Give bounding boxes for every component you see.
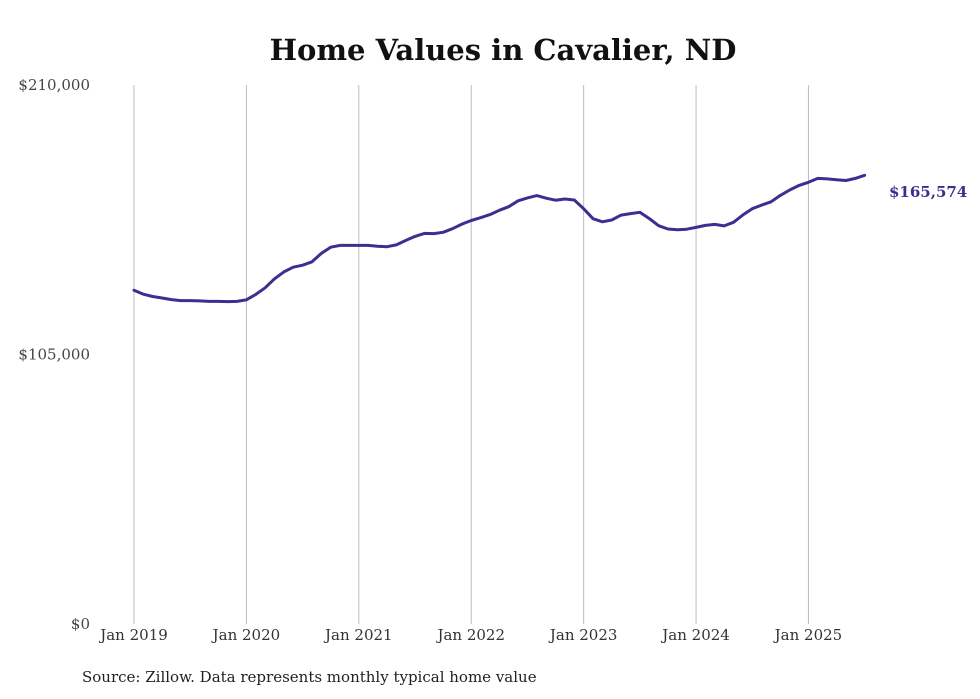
y-axis-ticks: $0 $105,000 $210,000 — [18, 76, 90, 633]
chart-title: Home Values in Cavalier, ND — [270, 33, 737, 67]
series-layer — [132, 173, 867, 304]
x-tick-label: Jan 2024 — [660, 626, 730, 644]
x-tick-label: Jan 2021 — [323, 626, 393, 644]
source-note: Source: Zillow. Data represents monthly … — [82, 668, 537, 686]
x-tick-label: Jan 2019 — [98, 626, 168, 644]
x-tick-label: Jan 2025 — [773, 626, 843, 644]
x-tick-label: Jan 2020 — [211, 626, 281, 644]
x-tick-label: Jan 2023 — [548, 626, 618, 644]
end-value-label: $165,574 — [889, 183, 967, 201]
y-tick-label: $0 — [71, 615, 90, 633]
series-line-0 — [132, 173, 867, 304]
x-tick-label: Jan 2022 — [435, 626, 505, 644]
x-axis-ticks: Jan 2019 Jan 2020 Jan 2021 Jan 2022 Jan 2023… — [98, 626, 842, 644]
y-tick-label: $105,000 — [18, 346, 90, 364]
y-tick-label: $210,000 — [18, 76, 90, 94]
gridlines — [133, 85, 809, 624]
